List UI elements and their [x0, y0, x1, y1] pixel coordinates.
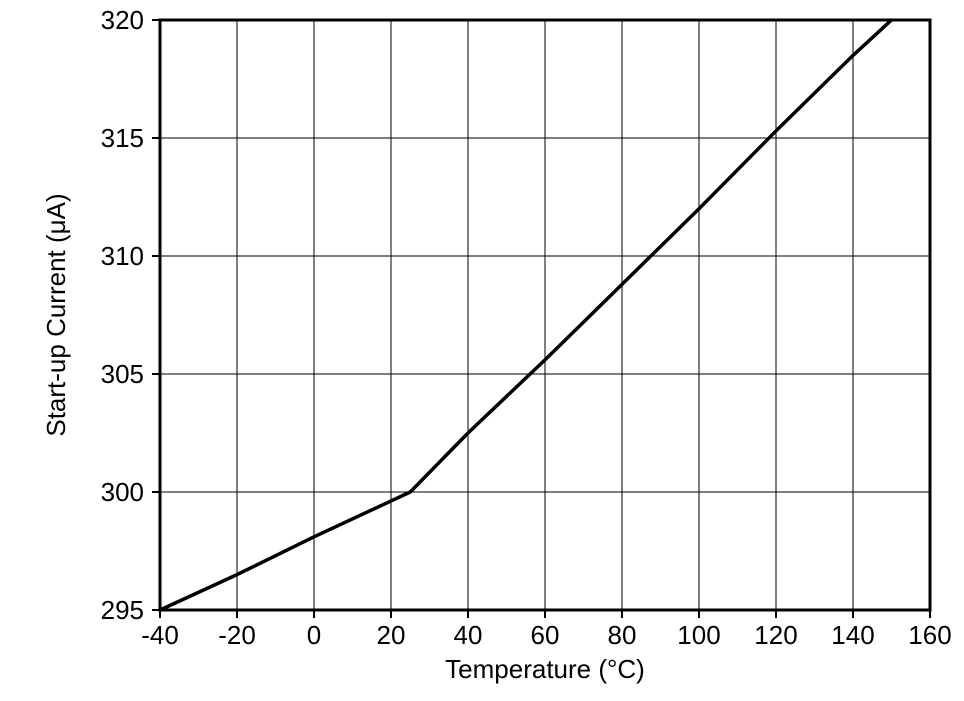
x-axis-label: Temperature (°C) [445, 654, 645, 684]
x-tick-label: 120 [754, 620, 797, 650]
y-tick-label: 300 [101, 477, 144, 507]
x-tick-label: 140 [831, 620, 874, 650]
x-tick-label: -40 [141, 620, 179, 650]
y-tick-label: 315 [101, 123, 144, 153]
x-tick-label: 60 [531, 620, 560, 650]
chart-container: -40 -20 0 20 40 60 80 100 120 140 160 295 300 305 310 3… [0, 0, 964, 701]
x-tick-label: 80 [608, 620, 637, 650]
x-tick-label: 0 [307, 620, 321, 650]
x-tick-label: -20 [218, 620, 256, 650]
y-axis-label: Start-up Current (μA) [41, 193, 71, 436]
y-tick-label: 320 [101, 5, 144, 35]
x-tick-label: 40 [454, 620, 483, 650]
line-chart: -40 -20 0 20 40 60 80 100 120 140 160 295 300 305 310 3… [0, 0, 964, 701]
y-tick-label: 295 [101, 595, 144, 625]
x-tick-label: 160 [908, 620, 951, 650]
y-tick-label: 310 [101, 241, 144, 271]
y-tick-label: 305 [101, 359, 144, 389]
x-tick-label: 20 [377, 620, 406, 650]
x-tick-label: 100 [677, 620, 720, 650]
